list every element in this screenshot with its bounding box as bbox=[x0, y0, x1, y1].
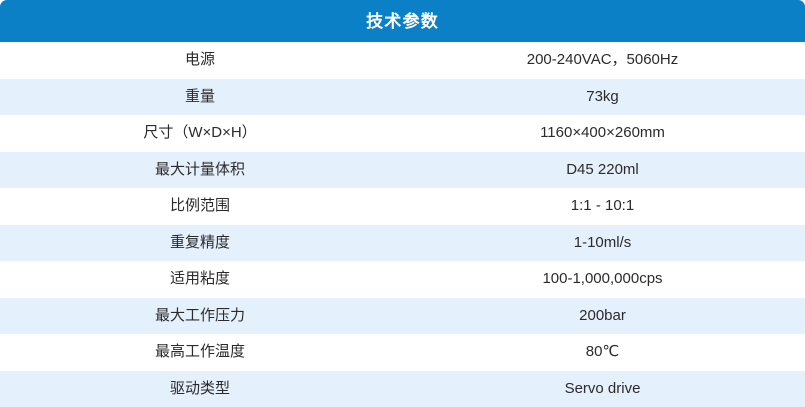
table-row: 最高工作温度 80℃ bbox=[0, 334, 805, 371]
spec-label: 比例范围 bbox=[169, 197, 230, 215]
spec-value: D45 220ml bbox=[566, 160, 639, 178]
specifications-table-body: 电源 200-240VAC，5060Hz 重量 73kg 尺寸（W×D×H） 1… bbox=[0, 42, 805, 407]
spec-value: Servo drive bbox=[564, 379, 641, 397]
spec-value: 1160×400×260mm bbox=[540, 124, 665, 142]
table-row: 驱动类型 Servo drive bbox=[0, 370, 805, 407]
spec-label: 最大工作压力 bbox=[154, 306, 245, 324]
spec-label: 尺寸（W×D×H） bbox=[143, 124, 257, 142]
table-row: 重量 73kg bbox=[0, 78, 805, 115]
table-row: 电源 200-240VAC，5060Hz bbox=[0, 42, 805, 79]
spec-label: 重量 bbox=[184, 87, 215, 105]
spec-value: 1:1 - 10:1 bbox=[570, 197, 635, 215]
panel-title: 技术参数 bbox=[366, 11, 439, 31]
table-row: 适用粘度 100-1,000,000cps bbox=[0, 261, 805, 298]
table-row: 比例范围 1:1 - 10:1 bbox=[0, 188, 805, 225]
spec-value: 200bar bbox=[579, 306, 626, 324]
table-row: 尺寸（W×D×H） 1160×400×260mm bbox=[0, 115, 805, 152]
spec-label: 适用粘度 bbox=[169, 270, 230, 288]
spec-label: 最高工作温度 bbox=[154, 343, 245, 361]
specifications-table: 电源 200-240VAC，5060Hz 重量 73kg 尺寸（W×D×H） 1… bbox=[0, 42, 805, 407]
table-row: 重复精度 1-10ml/s bbox=[0, 224, 805, 261]
spec-label: 驱动类型 bbox=[169, 379, 230, 397]
spec-value: 200-240VAC，5060Hz bbox=[526, 51, 679, 69]
spec-label: 重复精度 bbox=[169, 233, 230, 251]
spec-value: 73kg bbox=[586, 87, 619, 105]
panel-header: 技术参数 bbox=[0, 0, 805, 42]
table-row: 最大工作压力 200bar bbox=[0, 297, 805, 334]
table-row: 最大计量体积 D45 220ml bbox=[0, 151, 805, 188]
spec-label: 电源 bbox=[184, 51, 215, 69]
spec-value: 1-10ml/s bbox=[573, 233, 632, 251]
spec-value: 100-1,000,000cps bbox=[542, 270, 663, 288]
spec-label: 最大计量体积 bbox=[154, 160, 245, 178]
spec-value: 80℃ bbox=[585, 343, 620, 361]
